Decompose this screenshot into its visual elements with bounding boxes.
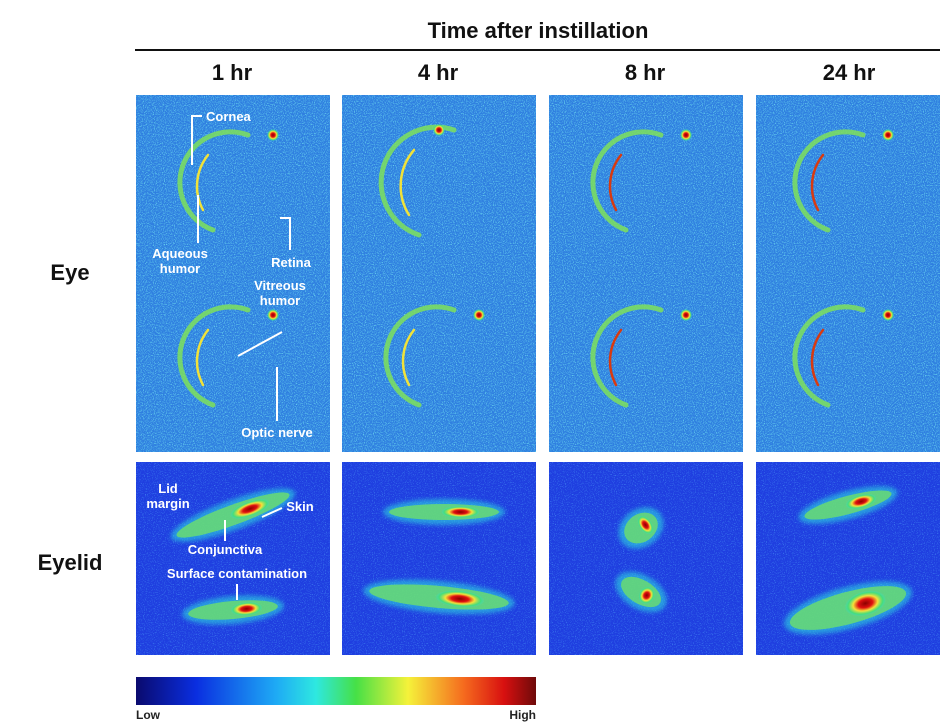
eye-arc: [590, 304, 664, 408]
hot-spot: [473, 309, 485, 321]
column-label: 4 hr: [418, 60, 459, 85]
leader-line: [191, 115, 202, 165]
hot-spot: [433, 124, 445, 136]
annotation: Retina: [271, 255, 312, 270]
column-label: 24 hr: [823, 60, 876, 85]
annotation: Surface contamination: [167, 566, 307, 581]
eye-arc: [378, 124, 457, 238]
panel-noise: [342, 95, 536, 452]
colorbar-low: Low: [136, 708, 161, 722]
eye-arc: [590, 129, 664, 233]
hot-spot: [267, 129, 279, 141]
leader-line: [237, 331, 283, 357]
eye-panel: [342, 95, 536, 452]
signal-core: [230, 601, 263, 616]
eye-arc-core: [810, 153, 825, 212]
panel-noise: [342, 462, 536, 655]
hot-spot: [680, 129, 692, 141]
colorbar: [136, 677, 536, 705]
row-label: Eye: [50, 260, 89, 285]
eye-panel: [136, 95, 330, 452]
image-panels: [136, 95, 940, 655]
annotation: Conjunctiva: [188, 542, 263, 557]
hot-spot: [882, 129, 894, 141]
annotation: Vitreous: [254, 278, 306, 293]
eyelid-annotations: Lid margin Skin Conjunctiva Surface cont…: [146, 481, 314, 600]
annotation: Lid: [158, 481, 178, 496]
eyelid-panel: [756, 462, 940, 655]
annotation: Cornea: [206, 109, 252, 124]
annotation: margin: [146, 496, 189, 511]
eye-panel: [756, 95, 940, 452]
annotation: Optic nerve: [241, 425, 313, 440]
eye-arc: [383, 304, 457, 408]
signal-core: [638, 586, 655, 604]
annotation: Aqueous: [152, 246, 208, 261]
hot-spot: [882, 309, 894, 321]
eye-arc-core: [401, 328, 416, 387]
eye-panel: [549, 95, 743, 452]
colorbar-high: High: [509, 708, 536, 722]
eye-arc-core: [608, 153, 623, 212]
eye-arc: [177, 304, 251, 408]
panel-noise: [549, 95, 743, 452]
hot-spot: [680, 309, 692, 321]
signal-core: [637, 515, 654, 535]
eye-arc: [177, 129, 251, 233]
column-label: 1 hr: [212, 60, 253, 85]
eye-arc-core: [608, 328, 623, 387]
panel-noise: [756, 95, 940, 452]
annotation: Skin: [286, 499, 314, 514]
eye-arc-core: [195, 328, 210, 387]
panel-noise: [549, 462, 743, 655]
eye-arc-core: [195, 153, 210, 212]
eye-annotations: Cornea Aqueous humor Retina Vitreous hum…: [152, 109, 313, 440]
signal-core: [844, 590, 886, 617]
column-label: 8 hr: [625, 60, 666, 85]
annotation: humor: [160, 261, 200, 276]
signal-core: [441, 506, 480, 518]
eyelid-panel: [136, 462, 330, 655]
eyelid-panel: [342, 462, 536, 655]
eye-arc: [792, 304, 866, 408]
signal-core: [230, 498, 270, 519]
row-label: Eyelid: [38, 550, 103, 575]
leader-line: [261, 507, 283, 518]
eye-arc-core: [810, 328, 825, 387]
eye-arc: [792, 129, 866, 233]
panel-noise: [136, 95, 330, 452]
eye-arc-core: [399, 148, 416, 217]
hot-spot: [267, 309, 279, 321]
annotation: humor: [260, 293, 300, 308]
eyelid-panel: [549, 462, 743, 655]
figure-title: Time after instillation: [428, 18, 649, 43]
signal-core: [845, 493, 877, 510]
signal-core: [435, 590, 485, 608]
leader-line: [280, 217, 291, 250]
